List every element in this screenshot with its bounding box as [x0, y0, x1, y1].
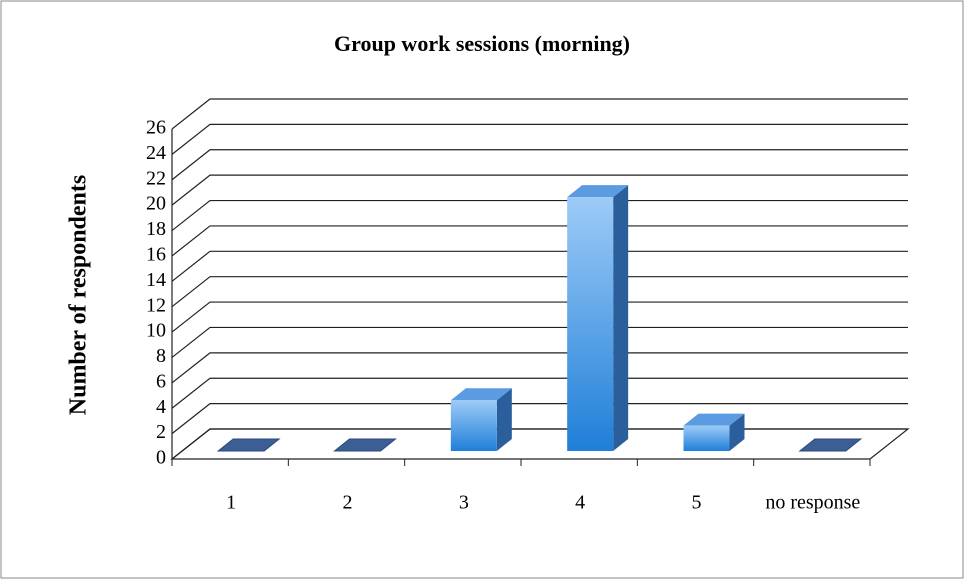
y-tick-label: 6: [156, 370, 166, 392]
bar: [798, 438, 863, 452]
grid-line: [171, 428, 908, 460]
grid-line: [171, 326, 908, 358]
bar: [333, 438, 397, 452]
grid-line: [171, 403, 908, 435]
grid-line: [171, 98, 908, 130]
x-tick-label: no response: [765, 492, 860, 514]
bar-side: [496, 388, 512, 451]
bar-top: [567, 185, 629, 198]
bar-side: [613, 185, 629, 451]
grid-line: [171, 123, 908, 155]
bar-front: [450, 400, 497, 451]
y-tick-label: 26: [146, 117, 166, 139]
bar-face: [798, 438, 863, 452]
y-tick-label: 22: [146, 167, 166, 189]
x-tick-label: 1: [226, 492, 236, 514]
bar-front: [567, 197, 614, 451]
y-tick-label: 12: [146, 294, 166, 316]
y-tick-label: 10: [146, 320, 166, 342]
grid-line: [171, 352, 908, 384]
floor: [170, 428, 910, 460]
grid-line: [171, 174, 908, 206]
y-tick-label: 8: [156, 345, 166, 367]
grid-line: [171, 225, 908, 257]
bar: [567, 185, 629, 451]
grid-line: [171, 250, 908, 282]
y-tick-label: 0: [156, 447, 166, 469]
y-tick-label: 24: [146, 142, 166, 164]
y-tick-label: 4: [156, 396, 166, 418]
bar: [450, 388, 512, 451]
bar-top: [450, 388, 512, 401]
bar-front: [683, 425, 730, 451]
bar: [683, 413, 745, 451]
x-tick-label: 2: [343, 492, 353, 514]
bar-side: [729, 413, 745, 451]
y-tick-label: 2: [156, 421, 166, 443]
grid-line: [171, 377, 908, 409]
x-tick-label: 5: [692, 492, 702, 514]
y-tick-label: 20: [146, 193, 166, 215]
grid-line: [171, 199, 908, 232]
bar-face: [216, 438, 281, 452]
grid-line: [171, 276, 908, 308]
grid-line: [171, 301, 908, 333]
y-tick-label: 14: [146, 269, 166, 291]
grid-line: [171, 149, 908, 181]
y-axis-label: Number of respondents: [66, 175, 92, 415]
y-tick-label: 16: [146, 244, 166, 266]
bar: [216, 438, 281, 452]
x-tick-label: 3: [459, 492, 469, 514]
y-tick-label: 18: [146, 218, 166, 240]
bar-face: [333, 438, 397, 452]
x-tick-label: 4: [575, 492, 585, 514]
chart-title: Group work sessions (morning): [334, 31, 630, 56]
bar-top: [683, 413, 745, 426]
